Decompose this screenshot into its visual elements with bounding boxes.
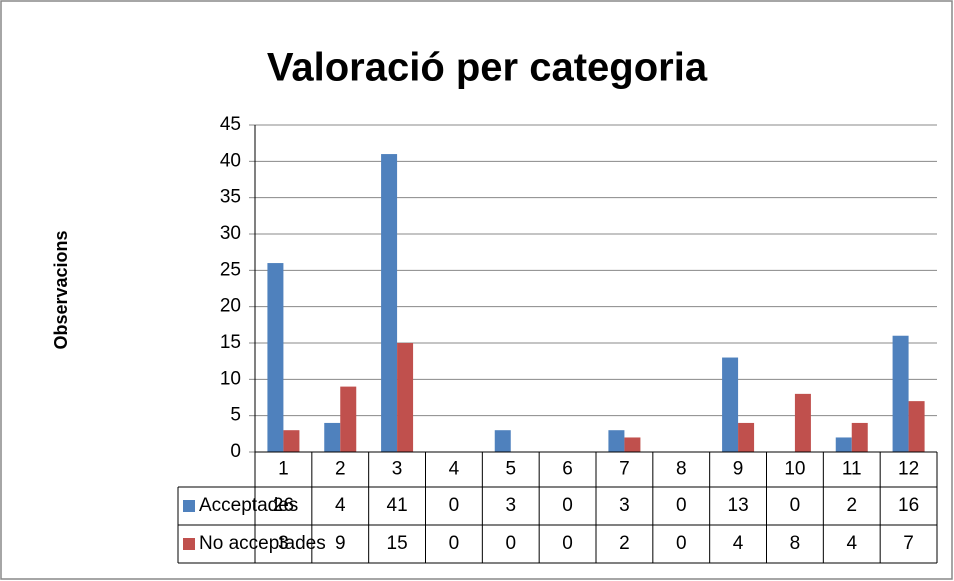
table-cell: 2 (846, 495, 857, 516)
bar (624, 437, 641, 452)
bar (908, 401, 925, 452)
table-cell: 0 (562, 495, 573, 516)
table-cell: 4 (846, 533, 857, 554)
x-tick-label: 12 (898, 459, 919, 480)
x-tick-label: 10 (784, 459, 805, 480)
bar (835, 437, 852, 452)
table-cell: 8 (790, 533, 801, 554)
table-cell: 9 (335, 533, 346, 554)
legend-key (183, 500, 195, 512)
bar (794, 393, 811, 452)
bar (851, 422, 868, 452)
table-cell: 16 (898, 495, 919, 516)
x-tick-label: 8 (676, 459, 687, 480)
y-tick-label: 35 (220, 187, 241, 208)
bar (397, 343, 414, 452)
table-cell: 3 (278, 533, 289, 554)
table-cell: 0 (676, 533, 687, 554)
y-tick-label: 45 (220, 114, 241, 135)
chart-title: Valoració per categoria (267, 46, 708, 90)
table-cell: 2 (619, 533, 630, 554)
x-tick-label: 11 (842, 459, 862, 480)
bar (494, 430, 511, 452)
table-cell: 0 (505, 533, 516, 554)
x-tick-label: 6 (562, 459, 573, 480)
bar (722, 357, 739, 452)
table-cell: 3 (505, 495, 516, 516)
table-cell: 0 (562, 533, 573, 554)
y-tick-label: 20 (220, 296, 241, 317)
table-cell: 0 (676, 495, 687, 516)
y-tick-label: 25 (220, 259, 241, 280)
legend-label: Acceptades (199, 495, 298, 516)
x-tick-label: 1 (278, 459, 289, 480)
y-tick-label: 10 (220, 368, 241, 389)
y-axis-label: Observacions (51, 230, 71, 349)
table-cell: 26 (273, 495, 294, 516)
x-tick-label: 5 (505, 459, 516, 480)
bar (324, 422, 341, 452)
table-cell: 4 (335, 495, 346, 516)
bar (738, 422, 755, 452)
table-cell: 7 (903, 533, 914, 554)
x-tick-label: 4 (449, 459, 460, 480)
table-cell: 3 (619, 495, 630, 516)
bar (283, 430, 300, 452)
bar (340, 386, 357, 452)
x-tick-label: 3 (392, 459, 403, 480)
table-cell: 0 (449, 495, 460, 516)
legend-key (183, 538, 195, 550)
y-tick-label: 5 (230, 405, 241, 426)
y-tick-label: 0 (230, 441, 241, 462)
x-tick-label: 2 (335, 459, 346, 480)
table-cell: 15 (387, 533, 408, 554)
table-cell: 13 (728, 495, 749, 516)
bar (267, 263, 284, 452)
y-tick-label: 15 (220, 332, 241, 353)
bar (608, 430, 625, 452)
table-cell: 41 (387, 495, 408, 516)
table-cell: 0 (790, 495, 801, 516)
bar (381, 154, 398, 453)
table-cell: 4 (733, 533, 744, 554)
x-tick-label: 7 (619, 459, 630, 480)
y-tick-label: 40 (220, 150, 241, 171)
legend-label: No acceptades (199, 533, 326, 554)
bar (892, 335, 909, 452)
table-cell: 0 (449, 533, 460, 554)
y-tick-label: 30 (220, 223, 241, 244)
x-tick-label: 9 (733, 459, 744, 480)
